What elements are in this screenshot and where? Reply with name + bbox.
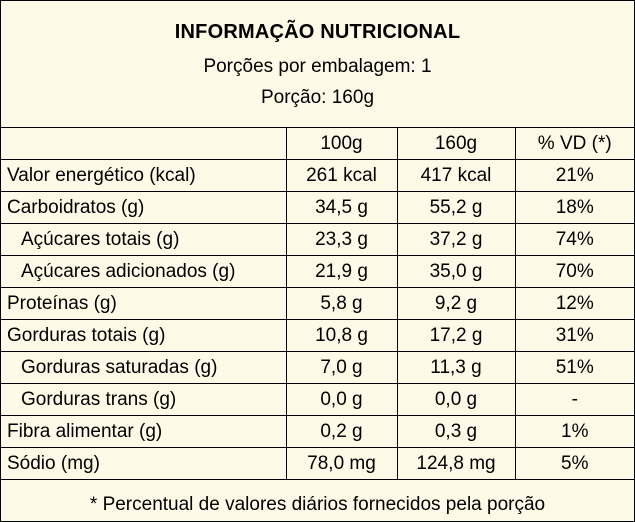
table-row: Proteínas (g) 5,8 g 9,2 g 12%	[1, 287, 634, 320]
nutrient-label: Açúcares adicionados (g)	[1, 255, 287, 288]
value-per-100g: 5,8 g	[285, 287, 398, 320]
value-per-160g: 37,2 g	[396, 223, 516, 256]
value-per-160g: 417 kcal	[396, 159, 516, 192]
nutrient-label: Valor energético (kcal)	[1, 159, 287, 192]
table-row: Carboidratos (g) 34,5 g 55,2 g 18%	[1, 191, 634, 224]
value-daily-percent: 70%	[514, 255, 634, 288]
nutrient-label: Fibra alimentar (g)	[1, 415, 287, 448]
value-per-160g: 0,3 g	[396, 415, 516, 448]
table-row: Sódio (mg) 78,0 mg 124,8 mg 5%	[1, 447, 634, 480]
nutrition-header: INFORMAÇÃO NUTRICIONAL Porções por embal…	[1, 1, 634, 128]
table-row: Gorduras saturadas (g) 7,0 g 11,3 g 51%	[1, 351, 634, 384]
nutrient-label: Gorduras saturadas (g)	[1, 351, 287, 384]
serving-size: Porção: 160g	[260, 87, 375, 108]
column-header-nutrient	[1, 128, 287, 160]
value-per-160g: 124,8 mg	[396, 447, 516, 480]
value-daily-percent: 18%	[514, 191, 634, 224]
value-per-100g: 0,0 g	[285, 383, 398, 416]
value-daily-percent: 51%	[514, 351, 634, 384]
nutrient-label: Sódio (mg)	[1, 447, 287, 480]
nutrient-label: Proteínas (g)	[1, 287, 287, 320]
value-daily-percent: 1%	[514, 415, 634, 448]
nutrition-table: 100g 160g % VD (*) Valor energético (kca…	[1, 128, 634, 480]
table-row: Fibra alimentar (g) 0,2 g 0,3 g 1%	[1, 415, 634, 448]
nutrient-label: Carboidratos (g)	[1, 191, 287, 224]
column-header-100g: 100g	[285, 128, 398, 160]
value-per-100g: 261 kcal	[285, 159, 398, 192]
value-per-100g: 78,0 mg	[285, 447, 398, 480]
nutrient-label: Gorduras trans (g)	[1, 383, 287, 416]
table-row: Açúcares totais (g) 23,3 g 37,2 g 74%	[1, 223, 634, 256]
table-row: Gorduras totais (g) 10,8 g 17,2 g 31%	[1, 319, 634, 352]
value-daily-percent: 21%	[514, 159, 634, 192]
footnote: * Percentual de valores diários fornecid…	[89, 494, 546, 515]
column-header-160g: 160g	[396, 128, 516, 160]
value-per-160g: 17,2 g	[396, 319, 516, 352]
table-row: Açúcares adicionados (g) 21,9 g 35,0 g 70%	[1, 255, 634, 288]
value-daily-percent: 12%	[514, 287, 634, 320]
value-per-100g: 21,9 g	[285, 255, 398, 288]
value-per-100g: 34,5 g	[285, 191, 398, 224]
value-per-100g: 0,2 g	[285, 415, 398, 448]
value-daily-percent: 31%	[514, 319, 634, 352]
value-per-160g: 11,3 g	[396, 351, 516, 384]
servings-per-package: Porções por embalagem: 1	[203, 56, 432, 77]
column-header-vd: % VD (*)	[514, 128, 634, 160]
nutrient-label: Gorduras totais (g)	[1, 319, 287, 352]
value-per-160g: 35,0 g	[396, 255, 516, 288]
value-per-160g: 0,0 g	[396, 383, 516, 416]
value-per-100g: 7,0 g	[285, 351, 398, 384]
nutrition-title: INFORMAÇÃO NUTRICIONAL	[174, 21, 461, 43]
value-daily-percent: -	[514, 383, 634, 416]
value-daily-percent: 74%	[514, 223, 634, 256]
value-per-160g: 55,2 g	[396, 191, 516, 224]
value-per-100g: 10,8 g	[285, 319, 398, 352]
table-row: Valor energético (kcal) 261 kcal 417 kcal 2…	[1, 159, 634, 192]
value-per-100g: 23,3 g	[285, 223, 398, 256]
table-row: Gorduras trans (g) 0,0 g 0,0 g-	[1, 383, 634, 416]
table-header-row: 100g 160g % VD (*)	[1, 128, 634, 160]
value-per-160g: 9,2 g	[396, 287, 516, 320]
nutrient-label: Açúcares totais (g)	[1, 223, 287, 256]
value-daily-percent: 5%	[514, 447, 634, 480]
